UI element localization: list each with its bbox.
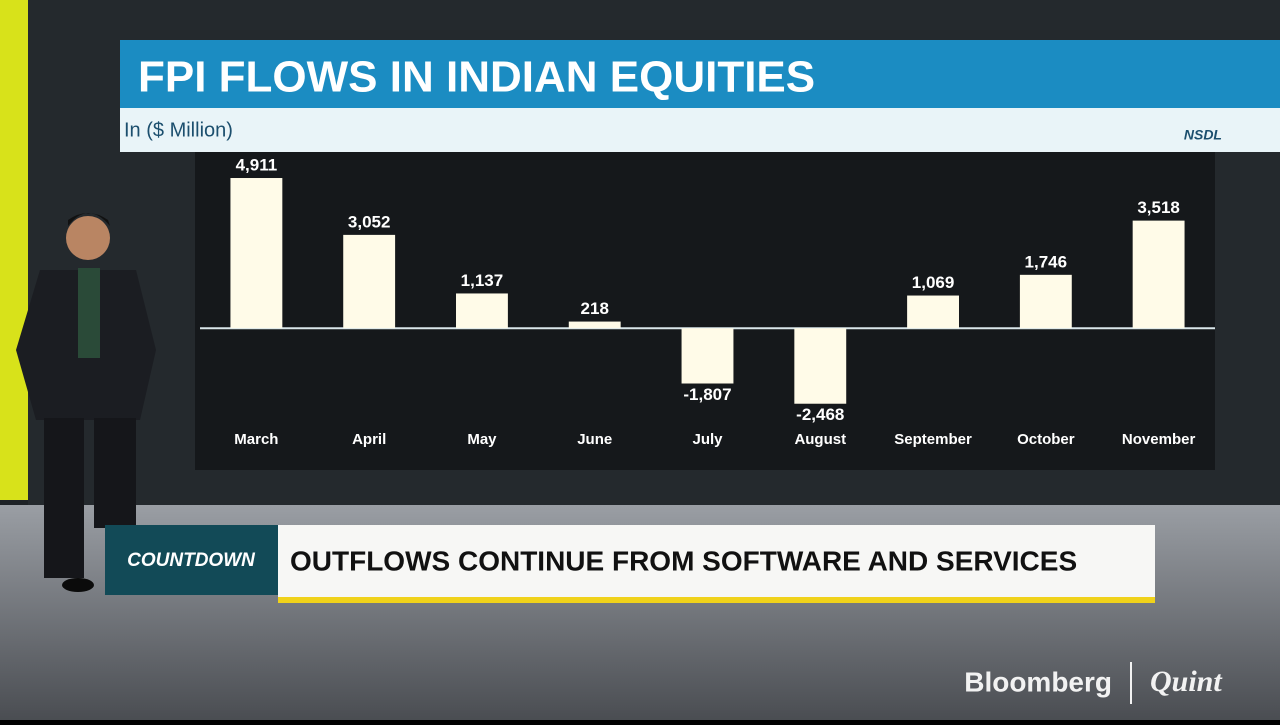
presenter: [16, 213, 156, 592]
ticker-headline: OUTFLOWS CONTINUE FROM SOFTWARE AND SERV…: [290, 545, 1077, 576]
x-tick-label: November: [1122, 431, 1196, 448]
bar: [794, 328, 847, 404]
x-tick-label: May: [467, 431, 497, 448]
value-label: 4,911: [236, 156, 278, 175]
chart-title: FPI FLOWS IN INDIAN EQUITIES: [138, 53, 815, 102]
bar: [568, 321, 621, 329]
headline-box: [278, 525, 1155, 597]
logo-right: Quint: [1150, 665, 1223, 698]
chart-subtitle: In ($ Million): [124, 119, 233, 141]
value-label: 3,052: [348, 212, 391, 231]
title-bar: [120, 40, 1280, 108]
bar: [343, 234, 396, 329]
ticker-tag: COUNTDOWN: [127, 550, 256, 571]
value-label: -1,807: [683, 385, 731, 404]
x-tick-label: June: [577, 431, 612, 448]
bar: [1132, 220, 1185, 329]
logo-left: Bloomberg: [964, 666, 1112, 697]
bar: [907, 295, 959, 329]
value-label: 3,518: [1137, 198, 1180, 217]
plot: 4,911 March 3,052 April 1,137 May 218 June -1,80…: [200, 156, 1215, 448]
source: NSDL: [1184, 127, 1222, 143]
tag-box: [105, 525, 278, 595]
x-tick-label: July: [692, 431, 723, 448]
bar: [230, 178, 283, 329]
x-tick-label: August: [794, 431, 846, 448]
value-label: 1,137: [461, 271, 504, 290]
bar: [456, 293, 508, 329]
bar: [1019, 274, 1072, 329]
headline-underline: [278, 597, 1155, 603]
x-tick-label: April: [352, 431, 386, 448]
x-tick-label: October: [1017, 431, 1075, 448]
value-label: 218: [581, 299, 609, 318]
x-tick-label: September: [894, 431, 972, 448]
value-label: 1,069: [912, 273, 955, 292]
bar: [681, 328, 734, 384]
value-label: -2,468: [796, 405, 844, 424]
logo-divider: [1130, 662, 1132, 704]
side-panel: [0, 0, 28, 500]
x-tick-label: March: [234, 431, 278, 448]
value-label: 1,746: [1025, 252, 1068, 271]
subtitle-bar: [120, 108, 1280, 152]
